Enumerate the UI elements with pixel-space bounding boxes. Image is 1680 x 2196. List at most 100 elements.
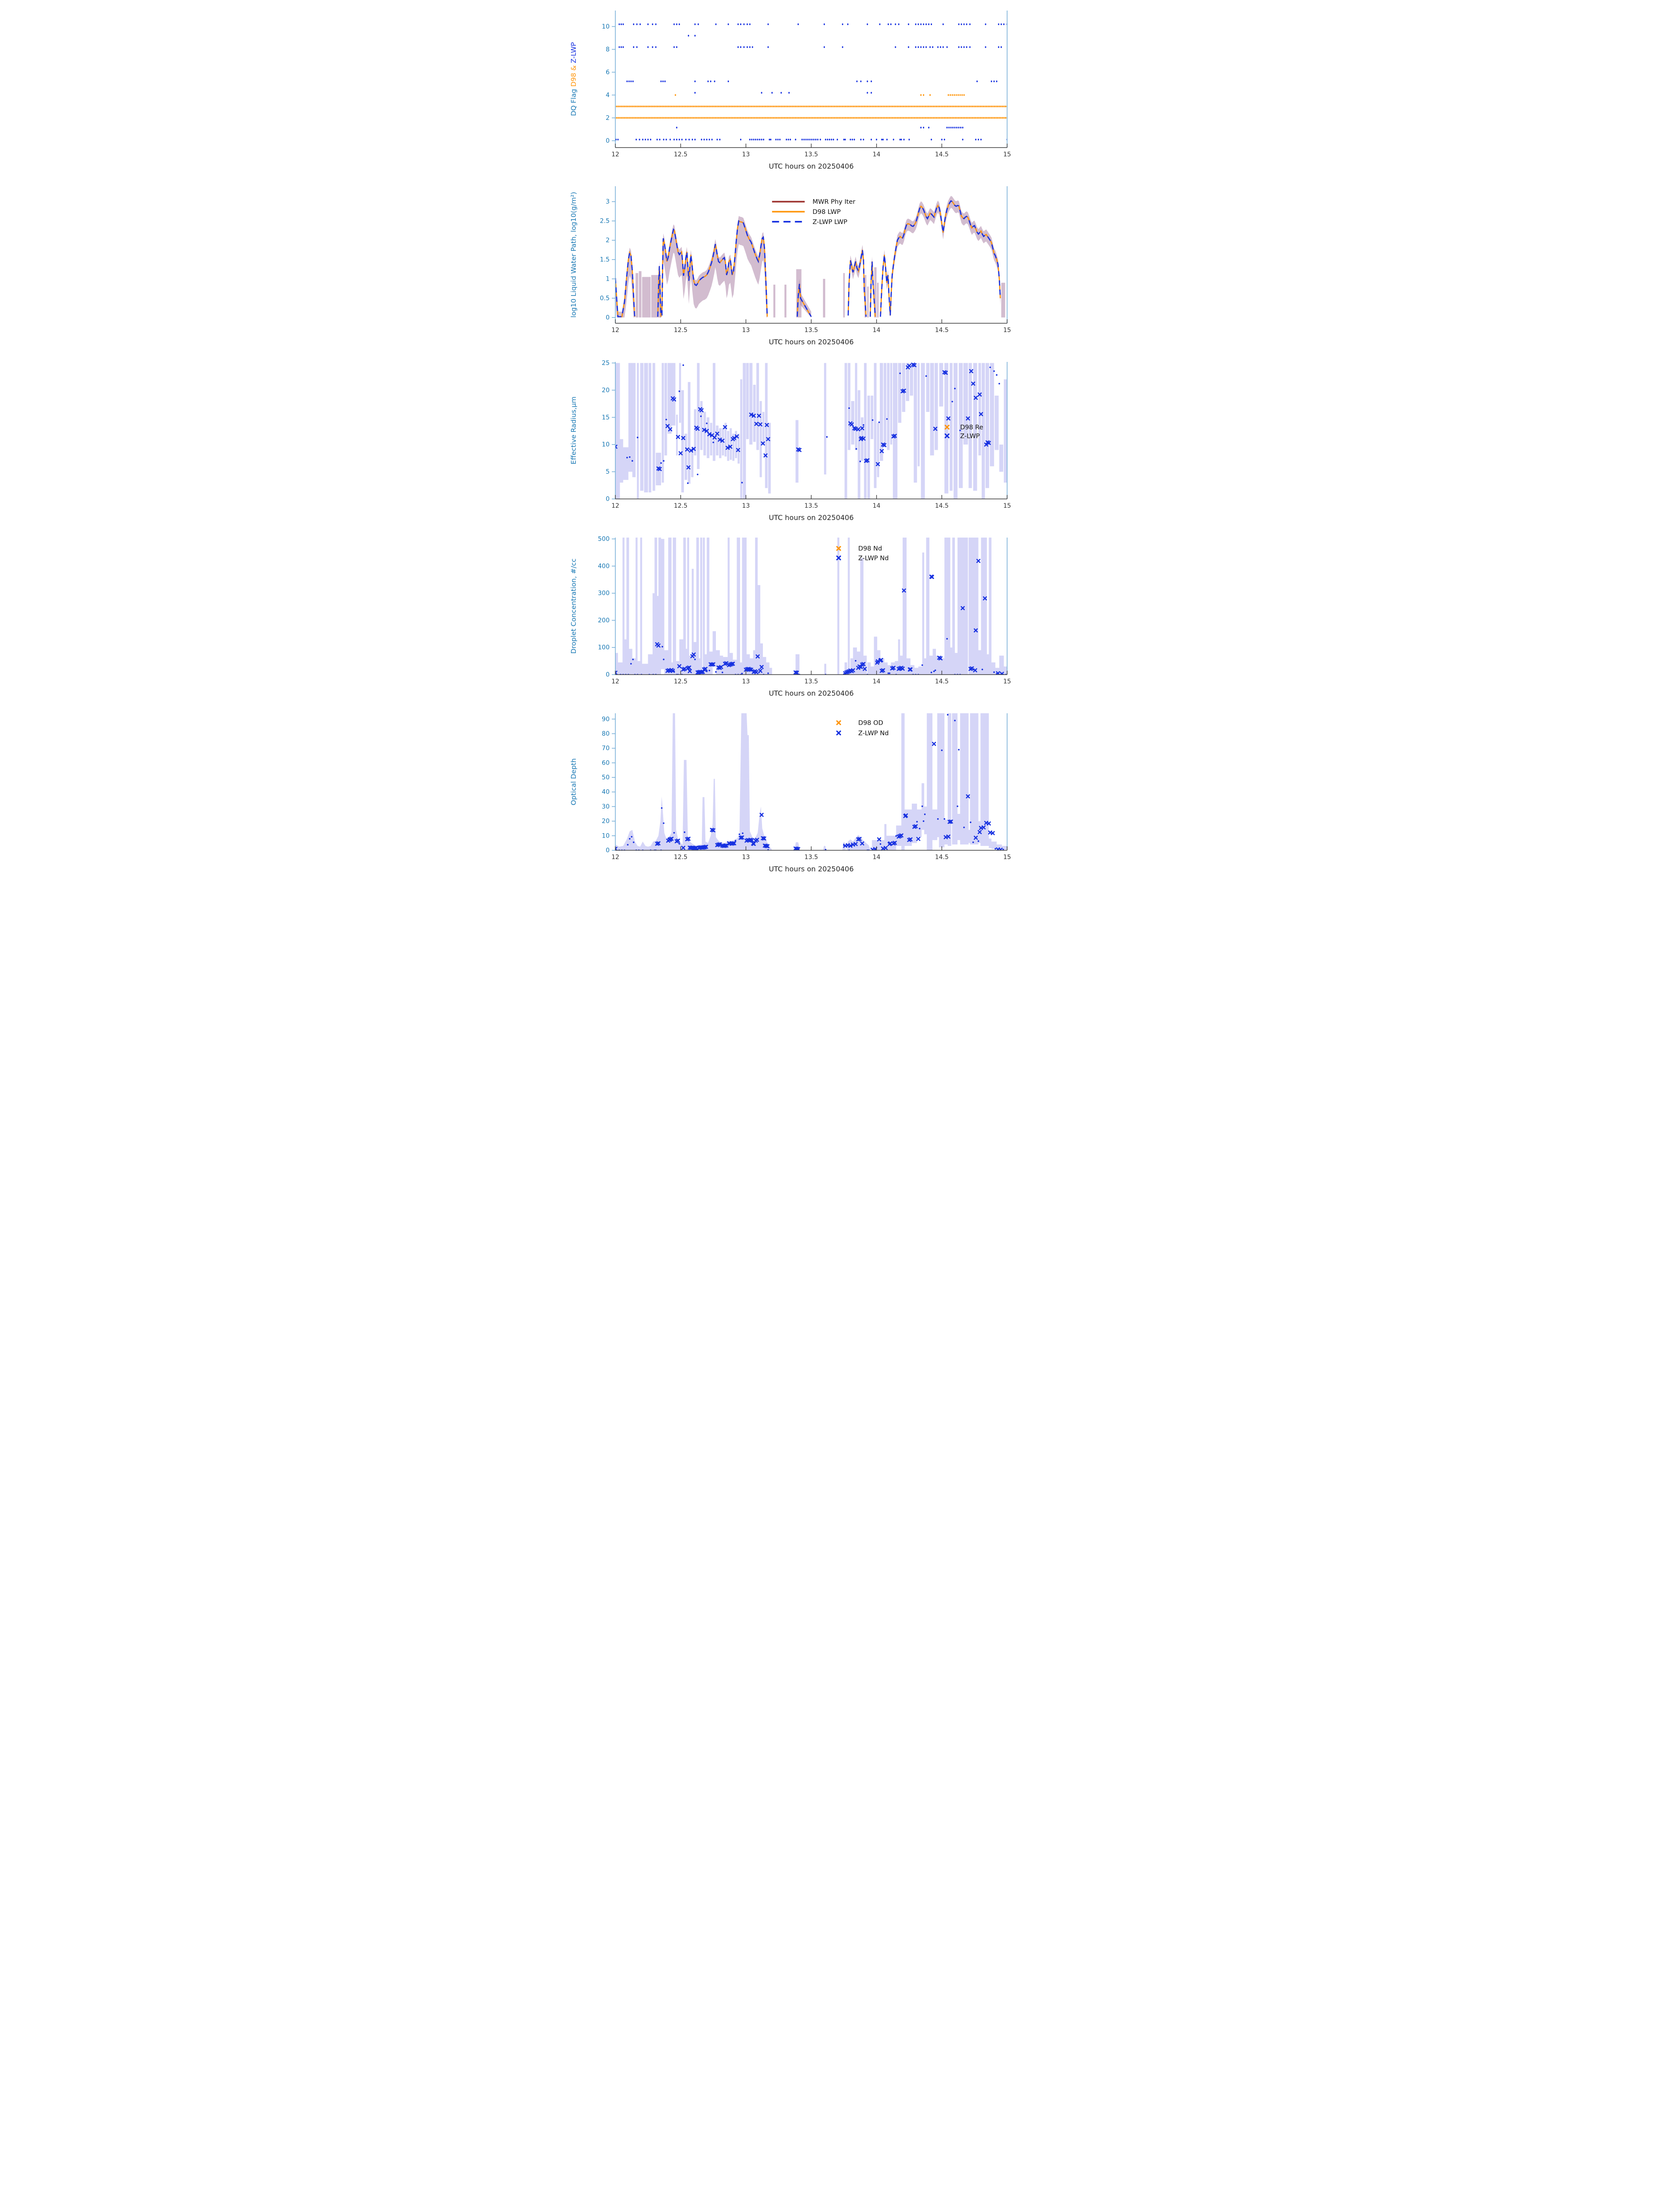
x-marker [750,838,754,842]
x-marker [875,462,880,466]
x-marker [853,842,858,846]
uncertainty-bands [615,538,1007,675]
x-tick-label: 14.5 [935,327,949,334]
y-tick-label: 100 [598,644,610,651]
x-marker [736,448,741,452]
y-tick-label: 10 [602,441,610,448]
x-marker [908,667,913,672]
x-marker [758,422,762,427]
x-marker [944,425,950,430]
y-tick-label: 6 [606,69,610,76]
legend-label: Z-LWP LWP [813,219,847,226]
x-marker [836,730,841,736]
panel-dq-flag: 0 2 4 6 8 10 12 12.5 13 13.5 14 14.5 15 UTC hours on … [570,11,1011,170]
y-tick-label: 50 [602,774,610,781]
y-tick-label: 300 [598,590,610,597]
axes: 0 2 4 6 8 10 12 12.5 13 13.5 14 14.5 15 UTC hours on … [570,11,1011,170]
x-marker [891,665,896,670]
y-tick-label: 0 [606,496,610,503]
x-marker [902,588,906,593]
x-marker [877,837,882,842]
y-tick-label: 70 [602,745,610,752]
y-tick-label: 10 [602,23,610,30]
x-marker [916,837,921,841]
x-tick-label: 14 [873,678,881,685]
y-tick-label: 8 [606,46,610,53]
y-tick-label: 0 [606,137,610,144]
x-tick-label: 13 [742,327,750,334]
x-marker [757,413,761,418]
x-marker [615,847,618,850]
x-marker [669,837,674,841]
x-tick-label: 12.5 [674,678,687,685]
x-tick-label: 13 [742,854,750,861]
y-tick-label: 400 [598,563,610,570]
x-tick-label: 14 [873,854,881,861]
y-tick-label: 0 [606,847,610,854]
x-marker [849,422,854,427]
x-tick-label: 13.5 [804,151,818,158]
x-marker [676,838,680,843]
x-marker [930,574,934,579]
x-tick-label: 12 [611,854,619,861]
x-tick-label: 13.5 [804,678,818,685]
x-marker [883,846,888,850]
x-marker [676,435,680,439]
x-marker [892,433,897,438]
x-marker [900,666,905,671]
legend: D98 Nd Z-LWP Nd [836,545,889,562]
x-axis-label: UTC hours on 20250406 [769,162,853,170]
x-marker [973,668,977,672]
x-marker [719,665,723,669]
x-marker [1000,672,1004,675]
x-marker [658,467,662,471]
x-tick-label: 13 [742,678,750,685]
x-marker [685,447,690,451]
x-marker [687,669,692,673]
x-axis-label: UTC hours on 20250406 [769,689,853,697]
y-tick-label: 0.5 [600,295,610,302]
x-axis-label: UTC hours on 20250406 [769,513,853,522]
x-marker [689,448,694,453]
y-tick-label: 5 [606,469,610,476]
axes: 0 5 10 15 20 25 12 12.5 13 13.5 14 14.5 15 UTC hours … [570,360,1011,522]
x-marker [981,825,986,830]
legend-label: Z-LWP [960,433,980,440]
x-marker [751,842,756,846]
x-tick-label: 15 [1003,502,1011,509]
x-marker [977,392,982,397]
x-marker [848,844,853,848]
x-marker [983,596,987,601]
data-layer [615,362,1000,484]
x-marker [656,643,661,648]
x-marker [966,794,970,798]
x-marker [836,720,841,726]
x-tick-label: 13 [742,151,750,158]
x-marker [755,838,759,842]
x-marker [903,813,908,818]
x-marker [682,667,687,671]
legend-label: Z-LWP Nd [858,730,889,737]
x-marker [730,661,735,666]
y-tick-label: 500 [598,536,610,543]
uncertainty-bands [615,713,1007,850]
y-tick-label: 20 [602,387,610,394]
y-tick-label: 2 [606,115,610,122]
x-marker [879,657,883,662]
x-tick-label: 15 [1003,327,1011,334]
y-tick-label: 4 [606,92,610,99]
x-marker [943,371,948,375]
y-tick-label: 15 [602,414,610,421]
x-marker [761,441,765,446]
panel-effective-radius: 0 5 10 15 20 25 12 12.5 13 13.5 14 14.5 15 UTC hours … [570,360,1011,522]
legend-label: D98 OD [858,720,883,727]
x-marker [971,381,975,386]
y-tick-label: 0 [606,672,610,679]
x-marker [718,842,722,847]
x-marker [986,441,991,445]
legend: D98 OD Z-LWP Nd [836,720,889,737]
panel-liquid-water-path: 0 0.5 1 1.5 2 2.5 3 12 12.5 13 13.5 14 14.5 15 UTC hou… [570,186,1011,346]
x-marker [766,437,770,441]
x-marker [990,831,995,835]
x-tick-label: 14 [873,502,881,509]
